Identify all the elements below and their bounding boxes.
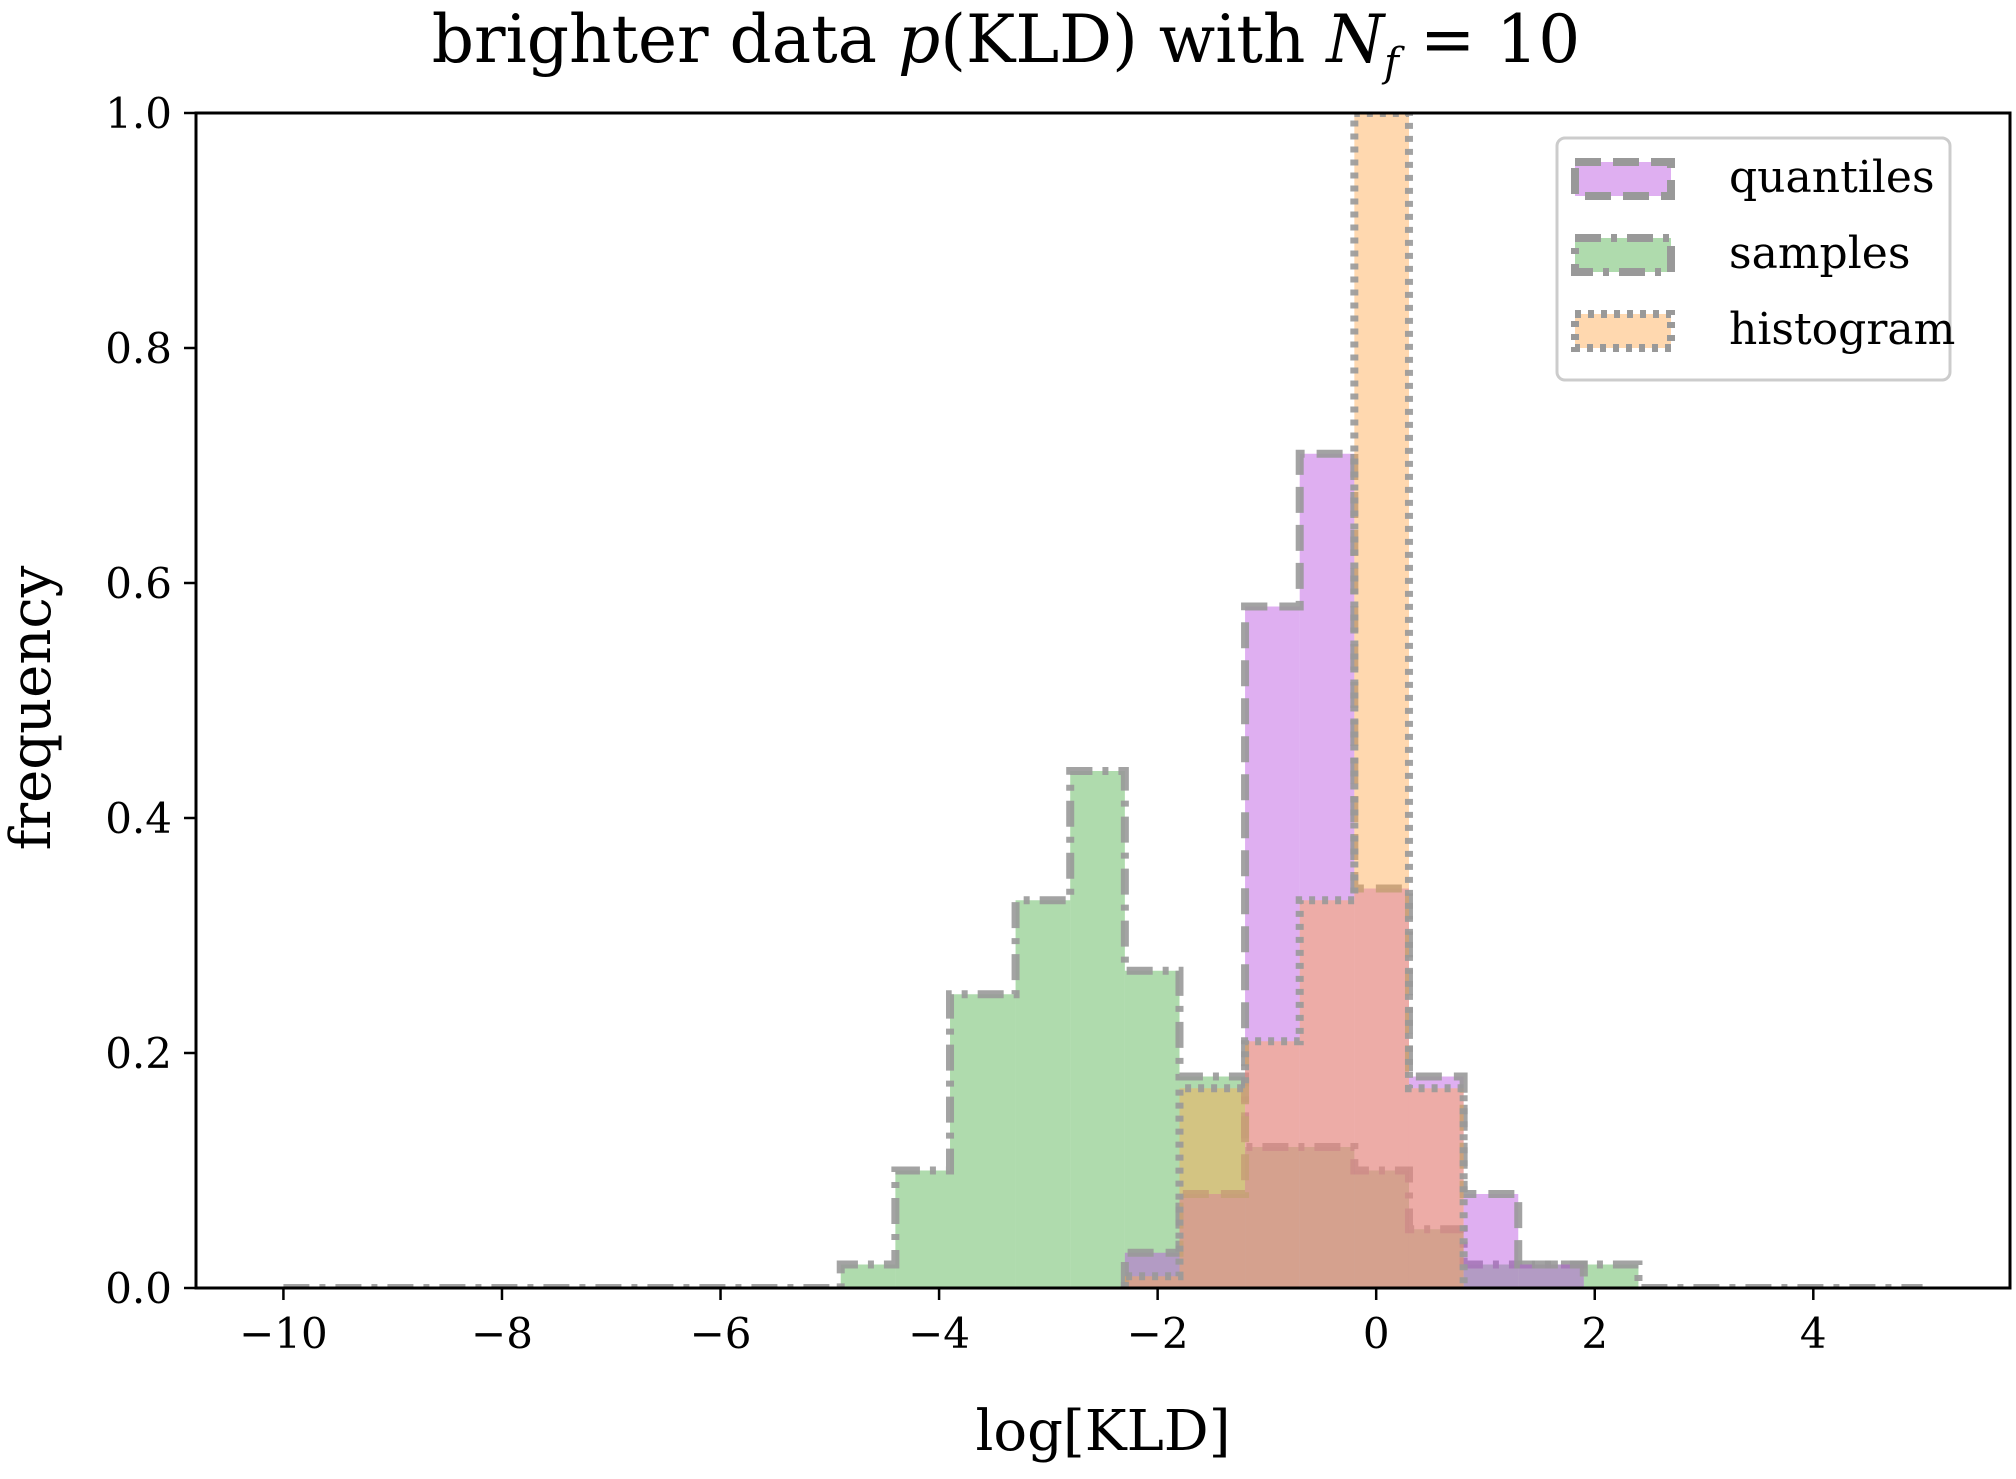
- quantiles-bar: [1354, 888, 1409, 1288]
- x-tick-label: −4: [908, 1309, 970, 1358]
- x-tick-label: 4: [1800, 1309, 1827, 1358]
- x-tick-label: −2: [1127, 1309, 1189, 1358]
- y-axis-label: frequency: [0, 565, 64, 850]
- legend-label: histogram: [1729, 304, 1955, 355]
- samples-bar: [1245, 1147, 1300, 1288]
- histogram-bar: [1124, 1276, 1180, 1288]
- quantiles-bar: [1245, 606, 1300, 1288]
- samples-bar: [895, 1170, 951, 1288]
- y-tick-label: 0.0: [105, 1264, 172, 1313]
- quantiles-bar: [1463, 1194, 1519, 1288]
- histogram-bar: [1245, 1041, 1300, 1288]
- legend-entry-samples: samples: [1571, 228, 1910, 279]
- histogram-bar: [1354, 113, 1409, 1288]
- samples-bar: [950, 994, 1016, 1288]
- legend-swatch: [1571, 158, 1675, 200]
- series-histogram: [1120, 113, 1468, 1288]
- samples-bar: [1070, 771, 1125, 1288]
- samples-bar: [1518, 1264, 1584, 1288]
- quantiles-bar: [1408, 1076, 1464, 1288]
- samples-bar: [1354, 1170, 1409, 1288]
- y-tick-label: 0.2: [105, 1029, 172, 1078]
- samples-bar: [1179, 1076, 1246, 1288]
- legend-swatch: [1571, 234, 1675, 276]
- samples-bar: [1583, 1264, 1639, 1288]
- x-tick-label: 2: [1581, 1309, 1608, 1358]
- samples-bar: [1299, 1147, 1355, 1288]
- x-tick-label: −10: [239, 1309, 328, 1358]
- samples-bar: [1015, 900, 1071, 1288]
- y-tick-label: 0.8: [105, 324, 172, 373]
- y-tick-label: 0.4: [105, 794, 172, 843]
- x-axis-label: log[KLD]: [975, 1399, 1230, 1464]
- quantiles-bar: [1179, 1194, 1246, 1288]
- chart-title: brighter data p(KLD) with Nf = 10: [432, 1, 1580, 86]
- histogram-bar: [1299, 900, 1355, 1288]
- x-tick-label: −6: [690, 1309, 752, 1358]
- quantiles-bar: [1299, 453, 1355, 1288]
- legend-entry-histogram: histogram: [1571, 304, 1955, 355]
- legend-label: samples: [1729, 228, 1910, 279]
- samples-bar: [840, 1264, 896, 1288]
- y-tick-label: 1.0: [105, 89, 172, 138]
- histogram-bar: [1408, 1088, 1464, 1288]
- histogram-bar: [1179, 1088, 1246, 1288]
- axes-frame: [194, 111, 2012, 1290]
- legend-box: [1555, 136, 1952, 382]
- samples-outline: [283, 767, 1923, 1288]
- samples-bar: [1124, 970, 1180, 1288]
- axes: −10 −8 −6 −4 −2 0 2 4 0.0 0.2 0.4 0.6 0.8 1.0: [105, 89, 2012, 1358]
- y-tick-label: 0.6: [105, 559, 172, 608]
- x-tick-label: −8: [471, 1309, 533, 1358]
- series-quantiles: [1120, 449, 1588, 1288]
- samples-bar: [1463, 1264, 1519, 1288]
- legend-swatch: [1571, 310, 1675, 352]
- legend: quantiles samples histogram: [1555, 136, 1955, 382]
- series-samples: [283, 767, 1923, 1288]
- quantiles-outline: [1120, 449, 1588, 1288]
- x-tick-label: 0: [1363, 1309, 1390, 1358]
- quantiles-bar: [1518, 1264, 1584, 1288]
- legend-label: quantiles: [1729, 152, 1935, 203]
- legend-entry-quantiles: quantiles: [1571, 152, 1935, 203]
- samples-bar: [1408, 1229, 1464, 1288]
- quantiles-bar: [1124, 1252, 1180, 1288]
- plot-area: [283, 113, 1923, 1288]
